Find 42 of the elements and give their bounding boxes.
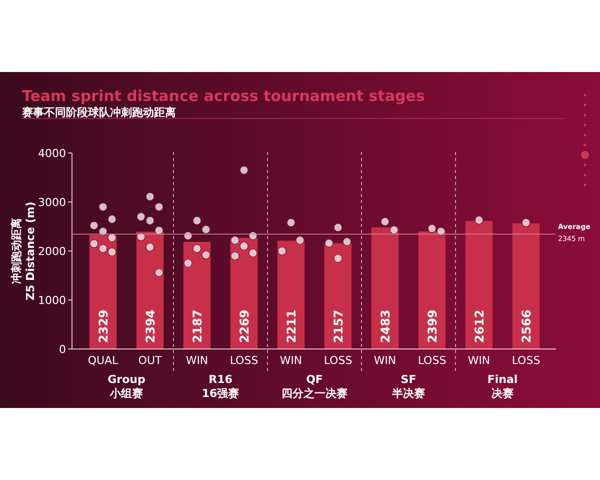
data-label: 2329 [96,310,110,343]
y-tick-label: 0 [59,343,66,356]
bar [89,234,117,349]
x-tick-label: LOSS [512,354,540,367]
data-label: 2483 [378,310,392,343]
y-tick-label: 3000 [38,196,66,209]
data-label: 2269 [238,310,252,343]
data-label: 2566 [520,310,534,343]
data-label: 2399 [426,310,440,343]
x-tick-label: WIN [468,354,490,367]
chart-subtitle: 赛事不同阶段球队冲刺跑动距离 [21,106,176,119]
x-tick-label: LOSS [230,354,258,367]
x-tick-label: OUT [138,354,162,367]
text: SF 半决赛 [391,373,425,400]
x-tick-label: QUAL [88,354,120,367]
text: Group 小组赛 [108,373,146,400]
x-tick-label: WIN [374,354,396,367]
x-tick-label: WIN [186,354,208,367]
y-axis-title: 冲刺跑动距离 Z5 Distance (m) [10,202,37,300]
x-tick-label: WIN [280,354,302,367]
bar [512,223,540,349]
y-tick-label: 4000 [38,147,66,160]
data-label: 2612 [472,310,486,343]
data-label: 2157 [332,310,346,343]
data-label: 2211 [284,310,298,343]
bar [465,221,493,349]
bar [277,240,305,349]
bar [136,232,164,349]
text: Final 决赛 [487,373,518,400]
x-tick-label: LOSS [324,354,352,367]
data-label: 2187 [190,310,204,343]
bar [418,231,446,349]
y-tick-label: 1000 [38,294,66,307]
text: R16 16强赛 [202,373,240,400]
text: QF 四分之一决赛 [282,373,348,400]
chart-title: Team sprint distance across tournament stages [22,87,425,105]
bar [371,227,399,349]
x-tick-label: LOSS [418,354,446,367]
y-tick-label: 2000 [38,245,66,258]
bar [324,243,352,349]
data-label: 2394 [144,310,158,343]
bar [183,242,211,349]
